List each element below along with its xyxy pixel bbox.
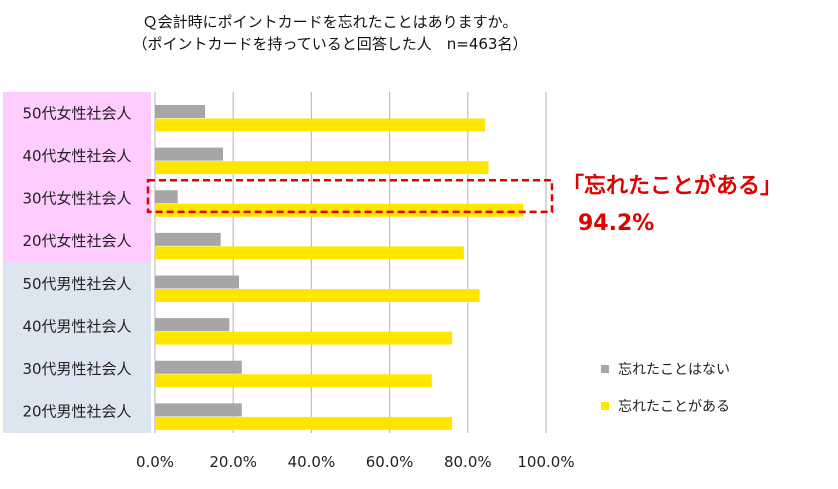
category-label: 20代女性社会人: [22, 232, 131, 250]
x-tick-label: 60.0%: [366, 453, 414, 471]
bar-never: [155, 190, 178, 204]
bar-forgot: [155, 374, 432, 388]
bar-never: [155, 147, 224, 161]
legend-label: 忘れたことはない: [618, 362, 730, 378]
bar-never: [155, 360, 242, 374]
bar-forgot: [155, 331, 453, 345]
bar-forgot: [155, 246, 464, 260]
chart-title-line2: （ポイントカードを持っていると回答した人 n=463名）: [132, 35, 528, 53]
bar-never: [155, 275, 240, 289]
x-tick-label: 40.0%: [288, 453, 336, 471]
male-label-band: [3, 262, 151, 433]
legend-swatch: [601, 402, 609, 410]
x-tick-label: 20.0%: [209, 453, 257, 471]
bar-never: [155, 232, 221, 246]
bar-forgot: [155, 289, 480, 302]
bar-never: [155, 105, 206, 118]
x-tick-label: 0.0%: [136, 453, 174, 471]
bar-forgot: [155, 118, 486, 132]
bar-forgot: [155, 161, 489, 175]
category-label: 30代女性社会人: [22, 190, 131, 208]
category-label: 40代男性社会人: [22, 317, 131, 335]
category-label: 40代女性社会人: [22, 147, 131, 165]
category-label: 50代女性社会人: [22, 104, 131, 122]
x-tick-label: 100.0%: [517, 453, 574, 471]
callout-value: 94.2%: [578, 211, 655, 236]
legend-swatch: [601, 365, 609, 373]
x-tick-label: 80.0%: [444, 453, 492, 471]
female-label-band: [3, 92, 151, 263]
category-label: 50代男性社会人: [22, 275, 131, 293]
callout-label: 「忘れたことがある」: [562, 174, 783, 199]
legend-label: 忘れたことがある: [618, 399, 730, 415]
category-label: 20代男性社会人: [22, 403, 131, 421]
bar-forgot: [155, 416, 453, 430]
bar-never: [155, 403, 242, 417]
highlight-box: [146, 179, 554, 214]
bar-forgot: [155, 203, 524, 217]
chart-title-line1: Ｑ会計時にポイントカードを忘れたことはありますか。: [142, 13, 518, 31]
category-label: 30代男性社会人: [22, 360, 131, 378]
bar-never: [155, 318, 230, 332]
